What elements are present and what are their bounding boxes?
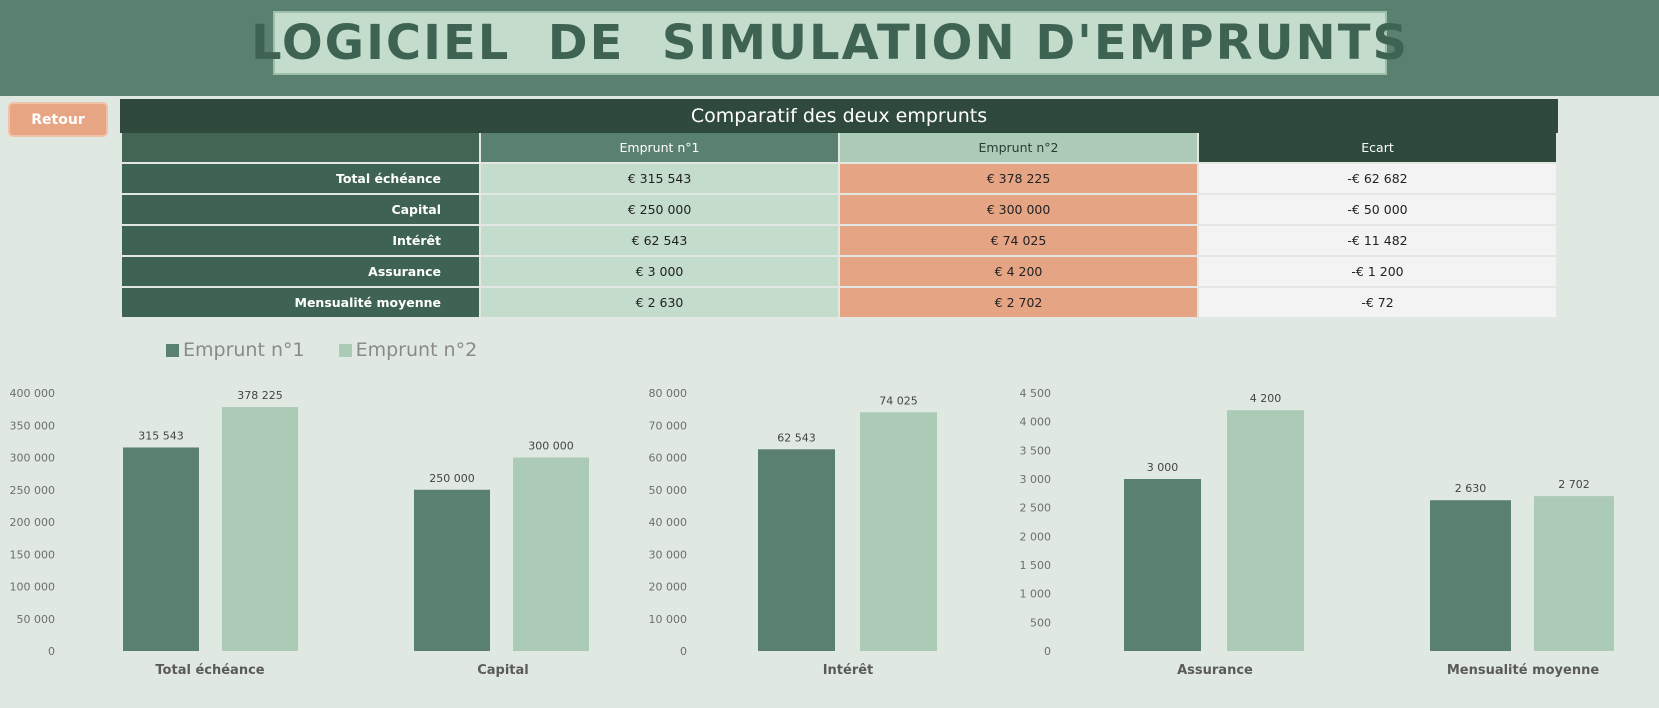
cell-ecart[interactable]: -€ 1 200 <box>1196 255 1559 288</box>
data-label: 378 225 <box>237 389 283 402</box>
comparison-table: Comparatif des deux emprunts Emprunt n°1… <box>119 99 1559 319</box>
legend-item-emprunt-2: Emprunt n°2 <box>338 339 478 361</box>
bar-emprunt-1 <box>414 489 490 651</box>
y-tick-label: 3 000 <box>1020 473 1052 486</box>
category-label: Assurance <box>1177 663 1253 678</box>
page-title: LOGICIEL DE SIMULATION D'EMPRUNTS <box>250 15 1410 71</box>
bar-emprunt-2 <box>860 412 937 651</box>
row-label: Assurance <box>120 255 481 288</box>
data-label: 2 702 <box>1558 478 1590 491</box>
category-label: Total échéance <box>155 663 264 678</box>
cell-emprunt-1[interactable]: € 62 543 <box>479 224 840 257</box>
cell-emprunt-2[interactable]: € 2 702 <box>838 286 1199 319</box>
data-label: 74 025 <box>879 394 918 407</box>
y-tick-label: 400 000 <box>10 387 56 400</box>
y-tick-label: 20 000 <box>649 581 688 594</box>
cell-emprunt-2[interactable]: € 378 225 <box>838 162 1199 195</box>
data-label: 315 543 <box>138 429 184 442</box>
y-tick-label: 350 000 <box>10 419 56 432</box>
table-row: Capital € 250 000 € 300 000 -€ 50 000 <box>120 193 1559 226</box>
row-label: Total échéance <box>120 162 481 195</box>
header-banner: LOGICIEL DE SIMULATION D'EMPRUNTS <box>0 0 1659 96</box>
column-header-emprunt-1[interactable]: Emprunt n°1 <box>479 131 840 164</box>
y-tick-label: 4 500 <box>1020 387 1052 400</box>
cell-emprunt-2[interactable]: € 74 025 <box>838 224 1199 257</box>
legend-label-emprunt-1: Emprunt n°1 <box>183 339 305 361</box>
y-tick-label: 150 000 <box>10 548 56 561</box>
legend-item-emprunt-1: Emprunt n°1 <box>166 339 305 361</box>
y-tick-label: 100 000 <box>10 581 56 594</box>
chart-legend: Emprunt n°1 Emprunt n°2 <box>166 339 511 361</box>
y-tick-label: 3 500 <box>1020 444 1052 457</box>
y-tick-label: 80 000 <box>649 387 688 400</box>
cell-ecart[interactable]: -€ 72 <box>1196 286 1559 319</box>
title-box: LOGICIEL DE SIMULATION D'EMPRUNTS <box>251 11 1407 75</box>
y-tick-label: 60 000 <box>649 452 688 465</box>
category-label: Capital <box>477 663 529 678</box>
column-header-ecart[interactable]: Ecart <box>1196 131 1559 164</box>
bar-emprunt-1 <box>758 449 835 651</box>
row-label: Intérêt <box>120 224 481 257</box>
data-label: 62 543 <box>777 431 816 444</box>
column-header-emprunt-2[interactable]: Emprunt n°2 <box>838 131 1199 164</box>
category-label: Mensualité moyenne <box>1447 663 1600 678</box>
legend-label-emprunt-2: Emprunt n°2 <box>355 339 478 361</box>
bar-emprunt-2 <box>513 457 589 651</box>
bar-emprunt-2 <box>222 407 298 651</box>
y-tick-label: 0 <box>48 645 55 658</box>
y-tick-label: 2 000 <box>1020 530 1052 543</box>
table-row: Intérêt € 62 543 € 74 025 -€ 11 482 <box>120 224 1559 257</box>
cell-emprunt-1[interactable]: € 3 000 <box>479 255 840 288</box>
table-caption-row: Comparatif des deux emprunts <box>119 99 1559 133</box>
table-caption: Comparatif des deux emprunts <box>119 99 1559 133</box>
bar-emprunt-2 <box>1534 496 1614 651</box>
cell-ecart[interactable]: -€ 11 482 <box>1196 224 1559 257</box>
legend-swatch-emprunt-1 <box>166 343 179 357</box>
y-tick-label: 200 000 <box>10 516 56 529</box>
y-tick-label: 50 000 <box>17 613 56 626</box>
table-header-row: Emprunt n°1 Emprunt n°2 Ecart <box>120 131 1559 164</box>
cell-emprunt-2[interactable]: € 4 200 <box>838 255 1199 288</box>
cell-ecart[interactable]: -€ 62 682 <box>1196 162 1559 195</box>
data-label: 250 000 <box>429 472 475 485</box>
y-tick-label: 250 000 <box>10 484 56 497</box>
header-empty-cell <box>120 131 481 164</box>
y-tick-label: 0 <box>1044 645 1051 658</box>
data-label: 300 000 <box>528 440 574 453</box>
cell-emprunt-1[interactable]: € 2 630 <box>479 286 840 319</box>
y-tick-label: 1 000 <box>1020 588 1052 601</box>
y-tick-label: 4 000 <box>1020 416 1052 429</box>
cell-emprunt-2[interactable]: € 300 000 <box>838 193 1199 226</box>
data-label: 3 000 <box>1147 461 1179 474</box>
table-row: Assurance € 3 000 € 4 200 -€ 1 200 <box>120 255 1559 288</box>
row-label: Capital <box>120 193 481 226</box>
y-tick-label: 500 <box>1030 616 1051 629</box>
y-tick-label: 10 000 <box>649 613 688 626</box>
y-tick-label: 40 000 <box>649 516 688 529</box>
table-row: Mensualité moyenne € 2 630 € 2 702 -€ 72 <box>120 286 1559 319</box>
table-row: Total échéance € 315 543 € 378 225 -€ 62… <box>120 162 1559 195</box>
legend-swatch-emprunt-2 <box>338 343 352 357</box>
bar-emprunt-1 <box>1124 479 1201 651</box>
y-tick-label: 30 000 <box>649 548 688 561</box>
y-tick-label: 0 <box>680 645 687 658</box>
y-tick-label: 300 000 <box>10 452 56 465</box>
y-tick-label: 1 500 <box>1020 559 1052 572</box>
bar-emprunt-1 <box>1430 500 1511 651</box>
data-label: 2 630 <box>1455 482 1487 495</box>
cell-emprunt-1[interactable]: € 250 000 <box>479 193 840 226</box>
cell-emprunt-1[interactable]: € 315 543 <box>479 162 840 195</box>
y-tick-label: 2 500 <box>1020 502 1052 515</box>
row-label: Mensualité moyenne <box>120 286 481 319</box>
data-label: 4 200 <box>1250 392 1282 405</box>
cell-ecart[interactable]: -€ 50 000 <box>1196 193 1559 226</box>
bar-emprunt-1 <box>123 447 199 651</box>
y-tick-label: 70 000 <box>649 419 688 432</box>
y-tick-label: 50 000 <box>649 484 688 497</box>
category-label: Intérêt <box>823 663 874 678</box>
back-button[interactable]: Retour <box>8 102 108 137</box>
bar-emprunt-2 <box>1227 410 1304 651</box>
